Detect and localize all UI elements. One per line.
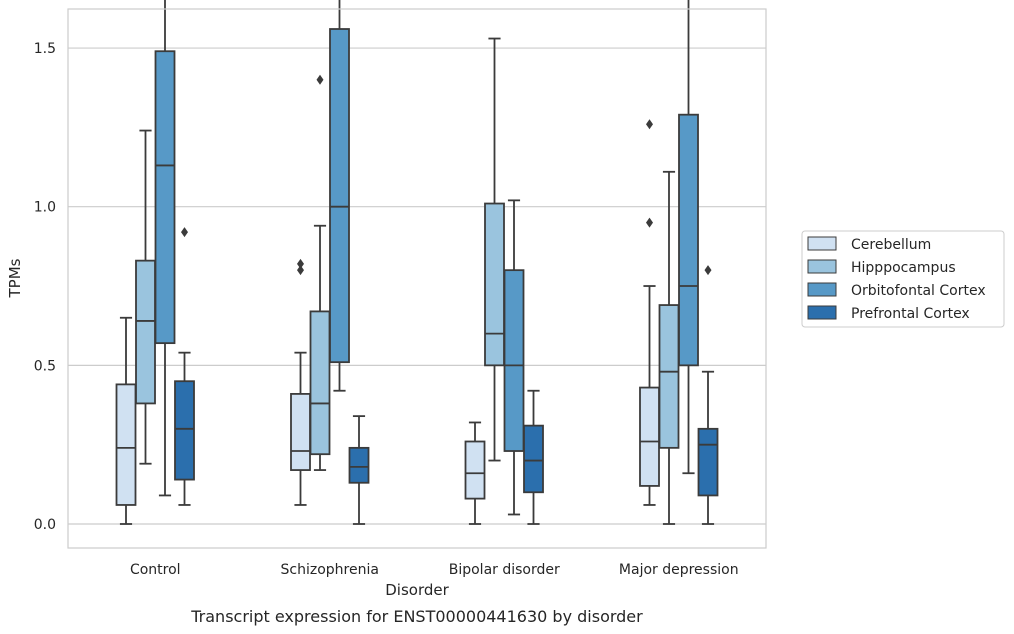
y-tick-label: 1.0 [34, 200, 56, 216]
x-category-label: Schizophrenia [281, 562, 379, 578]
legend-entry: Cerebellum [807, 236, 931, 253]
outlier-point [181, 227, 188, 238]
box [678, 0, 699, 475]
box [503, 199, 525, 516]
x-category-label: Bipolar disorder [449, 562, 560, 578]
box-body [697, 427, 719, 497]
box [115, 316, 137, 525]
x-category-label: Major depression [619, 562, 739, 578]
legend-swatch [807, 282, 837, 297]
series-cerebellum [115, 119, 660, 525]
outlier-point [646, 217, 653, 228]
x-category-label: Control [130, 562, 181, 578]
y-tick-label: 0.0 [34, 517, 56, 533]
outlier-point [297, 258, 304, 269]
box-body [523, 424, 544, 494]
box [135, 129, 156, 465]
box-body [639, 386, 660, 487]
box [309, 74, 331, 471]
box [484, 37, 505, 462]
legend-label: Orbitofontal Cortex [851, 283, 986, 299]
legend: Cerebellum Hipppocampus Orbitofontal Corte… [801, 230, 1005, 328]
legend-swatch [807, 305, 837, 320]
series-orbitofontal-cortex [154, 0, 699, 516]
box-body [290, 393, 311, 471]
box [639, 119, 660, 506]
x-axis-label: Disorder [385, 581, 449, 599]
box-body [658, 304, 680, 449]
box-body [348, 446, 370, 484]
legend-entry: Orbitofontal Cortex [807, 282, 986, 299]
legend-entry: Prefrontal Cortex [807, 305, 970, 322]
y-tick-label: 1.5 [34, 41, 56, 57]
box [174, 227, 195, 506]
box-body [309, 310, 331, 456]
outlier-point [316, 74, 324, 85]
series-prefrontal-cortex [174, 227, 719, 525]
box [697, 265, 719, 525]
box-body [678, 113, 699, 367]
box [658, 170, 680, 525]
series-hipppocampus [135, 37, 680, 525]
y-axis-label: TPMs [6, 258, 24, 298]
legend-entry: Hipppocampus [807, 259, 956, 276]
legend-swatch [807, 259, 837, 274]
box-body [154, 50, 176, 345]
box [464, 421, 486, 525]
legend-label: Hipppocampus [851, 260, 956, 276]
box-body [484, 202, 505, 367]
box-body [135, 259, 156, 405]
box [290, 258, 311, 506]
box [154, 0, 176, 497]
legend-frame [801, 230, 1005, 328]
box-body [115, 383, 137, 506]
box [523, 389, 544, 525]
box-body [174, 380, 195, 481]
box [348, 415, 370, 525]
chart-caption: Transcript expression for ENST0000044163… [190, 607, 643, 626]
x-category-labels: Control Schizophrenia Bipolar disorder Majo… [130, 562, 739, 578]
box-body [503, 269, 525, 452]
legend-label: Cerebellum [851, 237, 931, 253]
box-body [329, 28, 350, 364]
legend-label: Prefrontal Cortex [851, 306, 970, 322]
y-tick-label: 0.5 [34, 358, 56, 374]
box-body [464, 440, 486, 500]
outlier-point [646, 119, 653, 130]
plot-area-frame [67, 8, 767, 549]
box [329, 0, 350, 392]
outlier-point [297, 265, 304, 276]
y-tick-labels: 0.00.51.01.52.02.53.0 [34, 41, 56, 533]
box-series [115, 0, 719, 525]
outlier-point [704, 265, 712, 276]
legend-swatch [807, 236, 837, 251]
